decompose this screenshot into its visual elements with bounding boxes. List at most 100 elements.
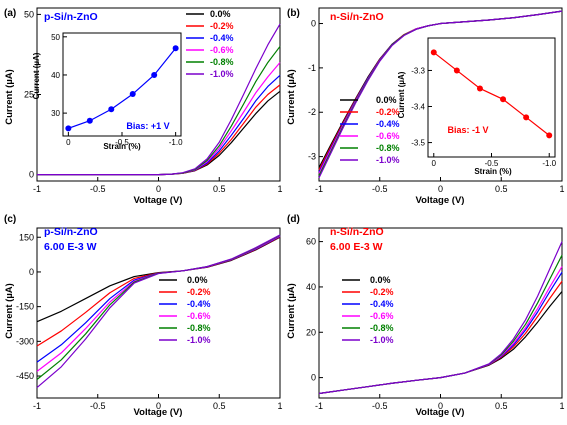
panel-b-inset-xtick-label: -0.5: [485, 159, 499, 168]
panel-b-inset-point-3: [500, 96, 507, 103]
panel-d: (d) Current (µA) Voltage (V) -1 -0.5 0 0.5 1…: [286, 214, 565, 418]
panel-d-legend-label-5: -1.0%: [370, 335, 394, 345]
panel-c-label: (c): [4, 214, 16, 225]
panel-d-header: n-Si/n-ZnO 6.00 E-3 W: [330, 226, 384, 253]
panel-b-xtick-label: -1: [315, 184, 323, 194]
panel-a-xtick-label: 0.5: [213, 184, 226, 194]
panel-a-xtick-label: 0: [156, 184, 161, 194]
panel-c-ytick-label: -150: [16, 302, 34, 312]
panel-a-series-line-5: [37, 23, 281, 176]
panel-a-xtick-label: -1: [33, 184, 41, 194]
panel-b-header: n-Si/n-ZnO: [330, 11, 384, 23]
panel-a-ytick-label: 50: [24, 9, 34, 19]
panel-d-xtick-label: 1: [559, 401, 564, 411]
panel-b-inset-point-4: [523, 114, 530, 121]
panel-b-header-line-1: n-Si/n-ZnO: [330, 11, 384, 23]
panel-c-header-line-2: 6.00 E-3 W: [44, 241, 97, 253]
panel-a-inset: Current (µA) Strain (%) Bias: +1 V 0 -0.5…: [32, 32, 183, 151]
panel-b-xtick-label: 1: [559, 184, 564, 194]
panel-b-xlabel: Voltage (V): [416, 195, 465, 206]
panel-c-ylabel: Current (µA): [4, 283, 15, 339]
panel-d-legend-label-3: -0.6%: [370, 311, 394, 321]
panel-a-ytick-label: 25: [24, 90, 34, 100]
panel-c-xtick-label: 1: [277, 401, 282, 411]
panel-b-series-line-5: [318, 10, 563, 179]
panel-a-inset-ytick-label: 50: [51, 33, 60, 42]
panel-c-header-line-1: p-Si/n-ZnO: [44, 226, 98, 238]
panel-d-legend: 0.0% -0.2% -0.4% -0.6% -0.8% -1.0%: [342, 275, 394, 345]
panel-d-ylabel: Current (µA): [286, 283, 297, 339]
panel-c-xtick-label: 0: [156, 401, 161, 411]
panel-c-xtick-label: 0.5: [213, 401, 226, 411]
panel-b-inset-point-5: [546, 132, 553, 139]
panel-d-plot: [318, 241, 563, 395]
panel-c-legend: 0.0% -0.2% -0.4% -0.6% -0.8% -1.0%: [159, 275, 211, 345]
panel-a-inset-ytick-label: 40: [51, 71, 60, 80]
panel-a: (a) Current (µA) Voltage (V) -1 -0.5 0 0.5 1…: [4, 7, 283, 206]
panel-b-legend-label-1: -0.2%: [376, 107, 400, 117]
panel-b-ytick-label: -2: [308, 107, 316, 117]
panel-a-inset-xtick-label: -0.5: [115, 138, 129, 147]
panel-a-legend-label-5: -1.0%: [210, 69, 234, 79]
panel-d-series-line-5: [318, 241, 563, 395]
panel-a-header-line-1: p-Si/n-ZnO: [44, 11, 98, 23]
panel-b: (b) Current (µA) Voltage (V) -1 -0.5 0 0.5 1…: [286, 7, 565, 206]
panel-d-ytick-label: 0: [311, 373, 316, 383]
panel-d-xtick-label: -1: [315, 401, 323, 411]
panel-a-inset-point-0: [65, 125, 72, 132]
panel-d-xtick-label: 0: [438, 401, 443, 411]
panel-b-inset-point-0: [430, 49, 437, 56]
panel-a-legend-label-4: -0.8%: [210, 57, 234, 67]
panel-a-inset-point-2: [108, 106, 115, 113]
panel-b-legend-label-3: -0.6%: [376, 131, 400, 141]
panel-a-inset-ytick-label: 30: [51, 109, 60, 118]
panel-c-legend-label-0: 0.0%: [187, 275, 208, 285]
panel-d-legend-label-1: -0.2%: [370, 287, 394, 297]
panel-a-inset-point-3: [129, 91, 136, 98]
panel-a-inset-ylabel: Current (µA): [32, 52, 41, 99]
panel-b-inset-ytick-label: -3.5: [411, 139, 425, 148]
panel-a-ylabel: Current (µA): [4, 69, 15, 125]
panel-c-xtick-label: -0.5: [90, 401, 106, 411]
panel-a-legend: 0.0% -0.2% -0.4% -0.6% -0.8% -1.0%: [186, 9, 234, 79]
panel-b-xtick-label: 0: [438, 184, 443, 194]
panel-c-legend-label-4: -0.8%: [187, 323, 211, 333]
panel-c-legend-label-5: -1.0%: [187, 335, 211, 345]
panel-d-ytick-label: 60: [306, 237, 316, 247]
panel-c-ytick-label: 0: [29, 267, 34, 277]
panel-d-header-line-2: 6.00 E-3 W: [330, 241, 383, 253]
panel-a-header: p-Si/n-ZnO: [44, 11, 98, 23]
panel-a-inset-xtick-label: 0: [66, 138, 71, 147]
panel-b-xtick-label: -0.5: [372, 184, 388, 194]
panel-b-inset: Current (µA) Strain (%) Bias: -1 V 0 -0.5…: [397, 37, 557, 176]
panel-c-xlabel: Voltage (V): [134, 407, 183, 418]
panel-a-label: (a): [4, 8, 16, 19]
panel-d-legend-label-4: -0.8%: [370, 323, 394, 333]
panel-d-legend-label-2: -0.4%: [370, 299, 394, 309]
panel-a-legend-label-1: -0.2%: [210, 21, 234, 31]
panel-b-inset-annotation: Bias: -1 V: [447, 125, 488, 135]
panel-a-legend-label-0: 0.0%: [210, 9, 231, 19]
panel-d-xtick-label: 0.5: [495, 401, 508, 411]
panel-a-inset-annotation: Bias: +1 V: [126, 121, 169, 131]
panel-b-legend-label-5: -1.0%: [376, 155, 400, 165]
panel-a-xlabel: Voltage (V): [134, 195, 183, 206]
panel-b-inset-ytick-label: -3.4: [411, 103, 425, 112]
panel-c-ticks: -1 -0.5 0 0.5 1 -450 -300 -150 0 150: [16, 227, 283, 411]
panel-b-inset-ytick-label: -3.3: [411, 66, 425, 75]
panel-a-inset-xlabel: Strain (%): [103, 142, 141, 151]
panel-b-inset-point-1: [453, 67, 460, 74]
panel-d-ytick-label: 40: [306, 282, 316, 292]
panel-a-inset-xtick-label: -1.0: [169, 138, 183, 147]
panel-a-ytick-label: 0: [29, 170, 34, 180]
panel-b-ticks: -1 -0.5 0 0.5 1 -3 -2 -1 0: [308, 7, 565, 194]
panel-d-label: (d): [287, 214, 300, 225]
panel-a-legend-label-3: -0.6%: [210, 45, 234, 55]
panel-d-xlabel: Voltage (V): [416, 407, 465, 418]
panel-c-xtick-label: -1: [33, 401, 41, 411]
panel-b-ylabel: Current (µA): [286, 69, 297, 125]
panel-d-xtick-label: -0.5: [372, 401, 388, 411]
panel-b-legend-label-4: -0.8%: [376, 143, 400, 153]
panel-c-plot: [36, 234, 281, 389]
